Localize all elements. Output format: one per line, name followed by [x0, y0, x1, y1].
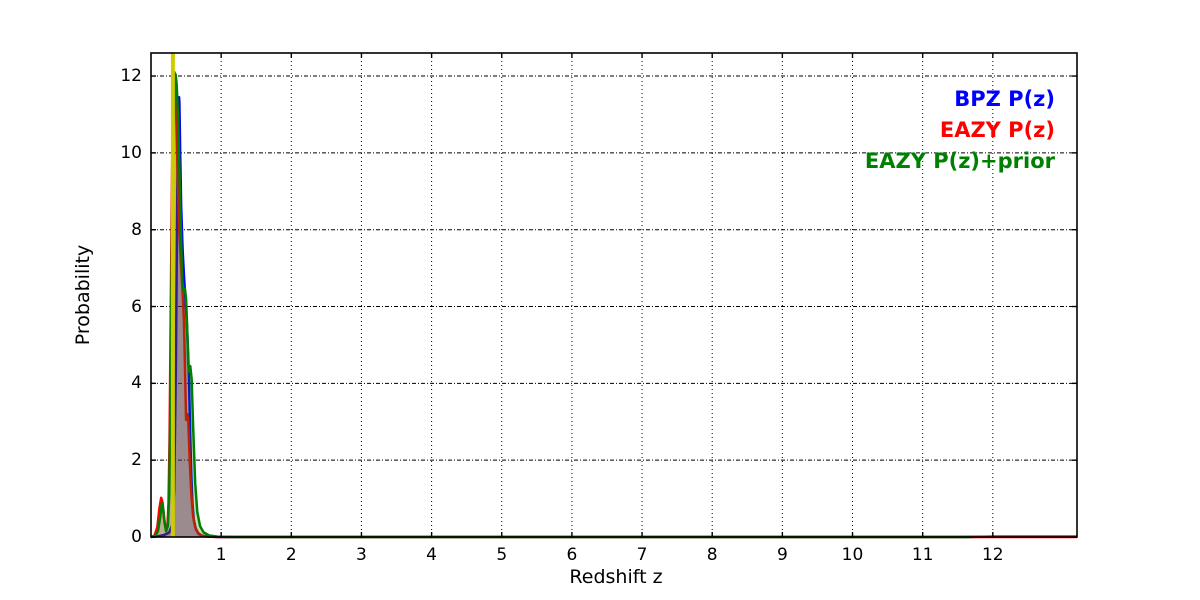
x-tick-label: 12 — [981, 545, 1004, 565]
x-tick-label: 7 — [636, 545, 648, 565]
y-tick-label: 0 — [131, 527, 142, 547]
legend-entry-0: BPZ P(z) — [954, 87, 1055, 111]
y-tick-label: 4 — [131, 373, 142, 394]
series-line-eazypzprior — [150, 72, 972, 539]
x-tick-label: 11 — [911, 545, 934, 565]
plot-frame — [150, 52, 1078, 538]
x-axis-label: Redshift z — [569, 566, 663, 588]
x-tick-label: 8 — [706, 545, 718, 565]
x-tick-label: 3 — [356, 545, 367, 565]
plot-background — [151, 53, 1077, 537]
y-tick-label: 6 — [131, 296, 142, 317]
legend-entry-1: EAZY P(z) — [939, 118, 1055, 142]
y-tick-label: 2 — [131, 450, 142, 471]
y-tick-label: 10 — [120, 142, 142, 163]
y-tick-label: 8 — [131, 219, 142, 240]
x-tick-label: 10 — [841, 545, 864, 565]
legend-entry-2: EAZY P(z)+prior — [864, 149, 1055, 173]
y-axis-label: Probability — [72, 244, 94, 346]
y-tick-label: 12 — [120, 66, 142, 87]
x-tick-label: 2 — [285, 545, 297, 565]
x-tick-label: 5 — [496, 545, 508, 565]
x-tick-label: 6 — [566, 545, 578, 565]
x-tick-label: 4 — [426, 545, 438, 565]
x-tick-label: 9 — [776, 545, 788, 565]
x-tick-label: 1 — [215, 545, 227, 565]
